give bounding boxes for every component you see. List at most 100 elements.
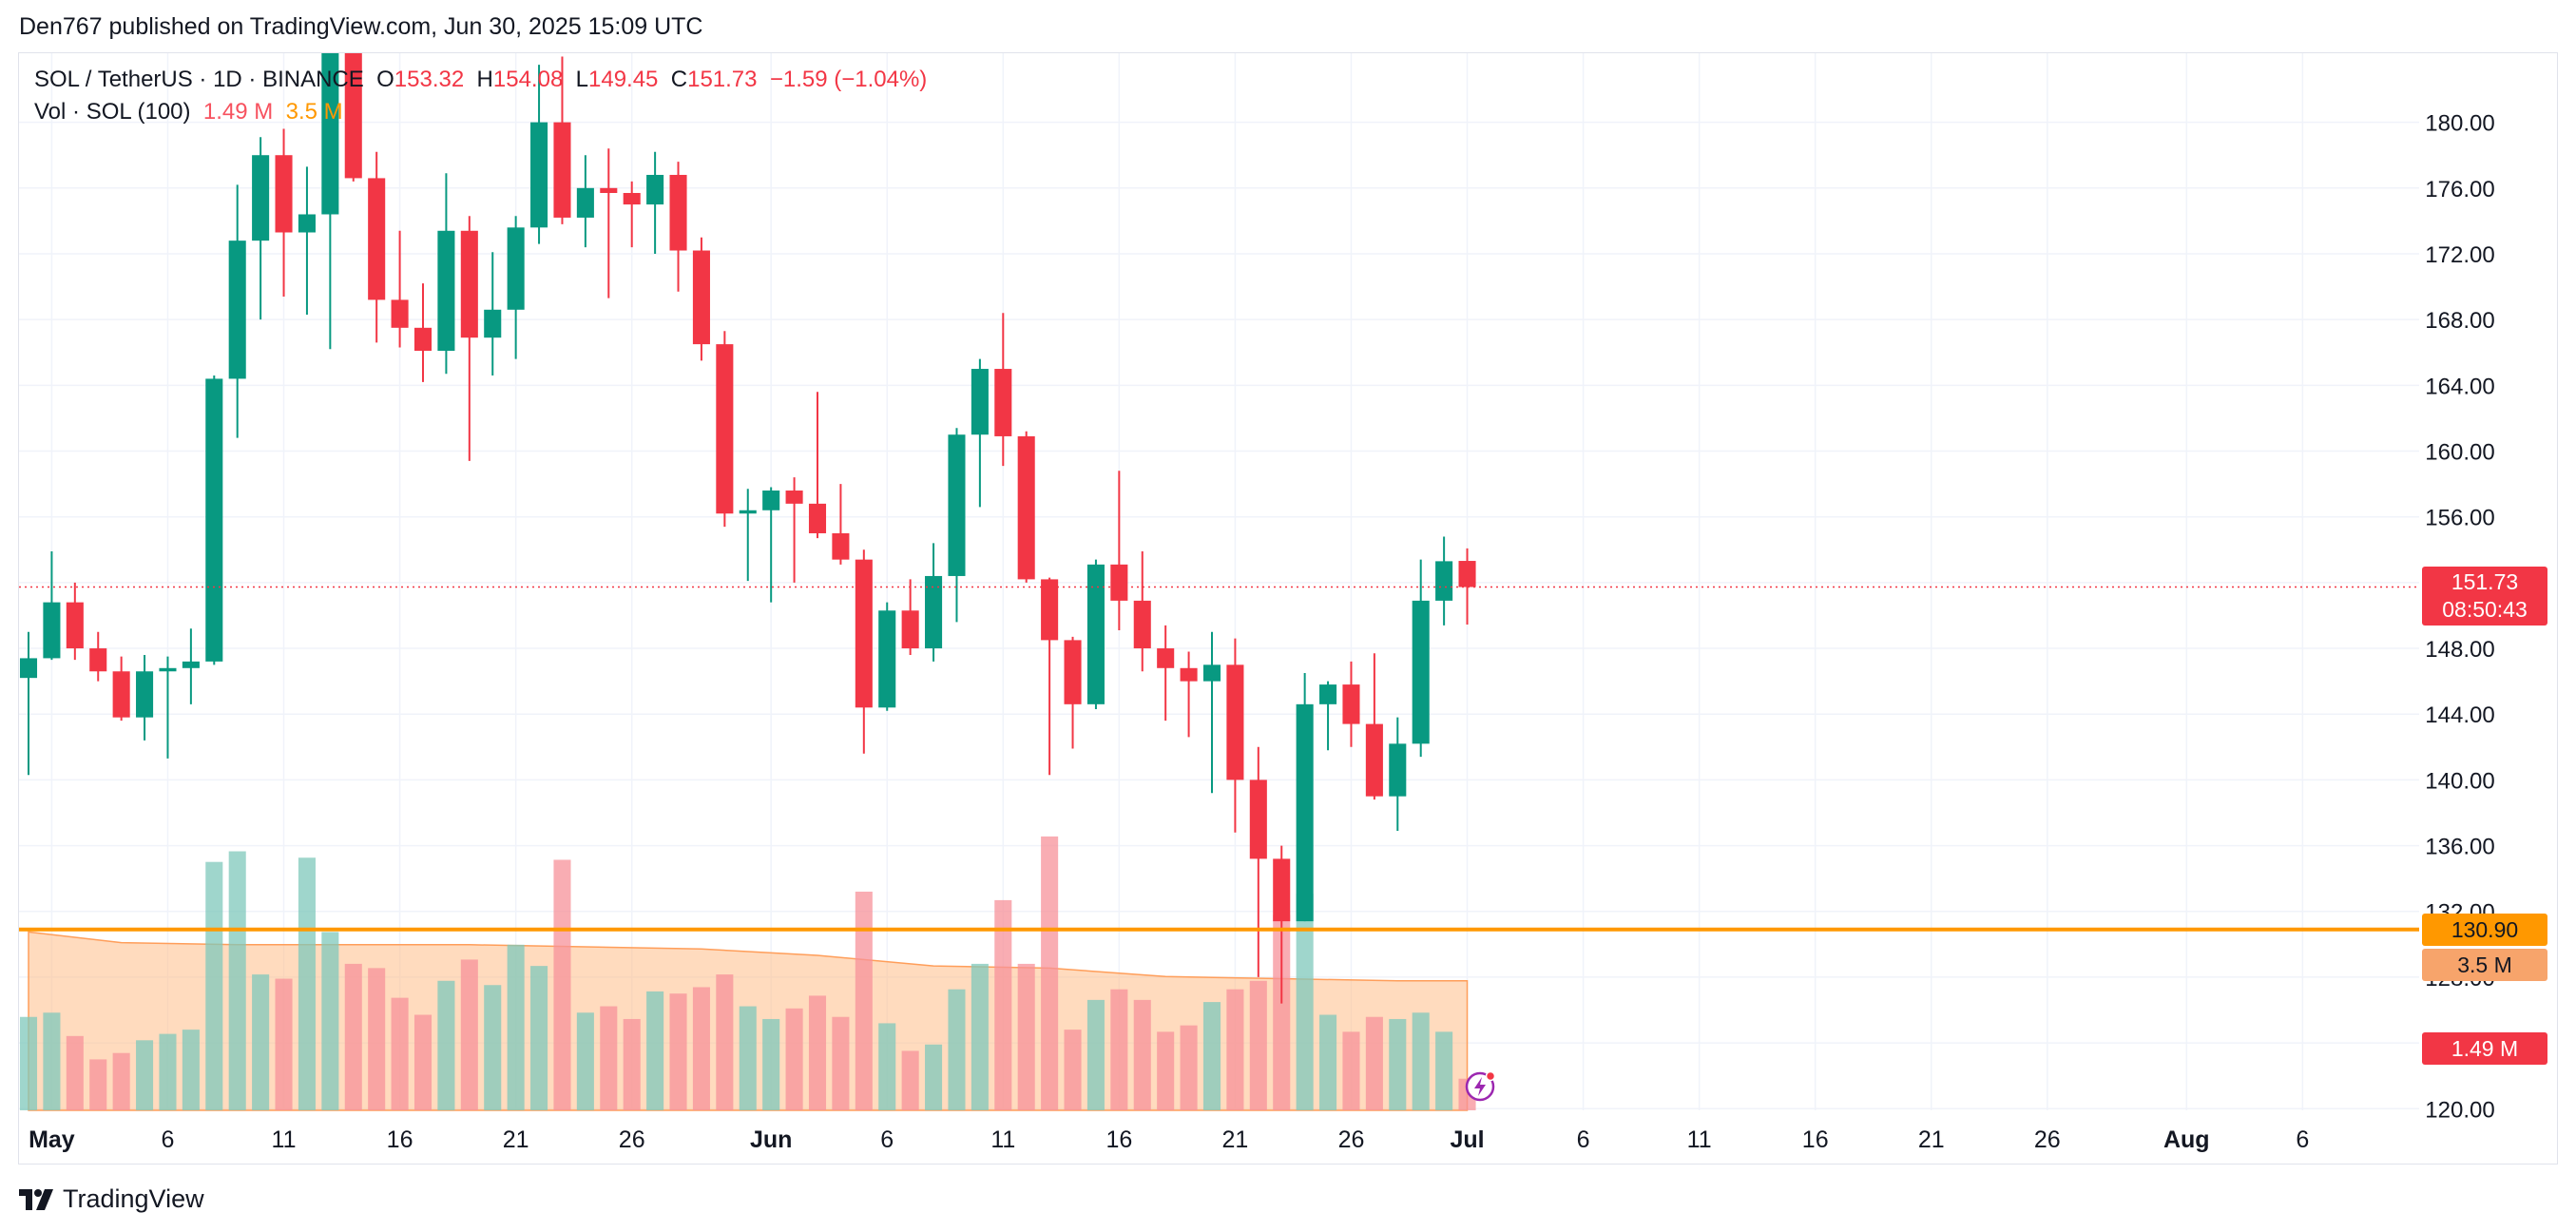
x-tick-label: 26 bbox=[2034, 1126, 2061, 1153]
candle-body bbox=[1458, 561, 1476, 587]
candle-body bbox=[182, 661, 200, 668]
candle-body bbox=[1202, 664, 1221, 682]
x-tick-label: Jul bbox=[1450, 1126, 1484, 1153]
legend-close-value: 151.73 bbox=[687, 67, 758, 92]
candle-body bbox=[19, 658, 38, 679]
footer-brand[interactable]: TradingView bbox=[63, 1184, 204, 1213]
volume-bar bbox=[623, 1018, 641, 1110]
volume-bar bbox=[762, 1018, 780, 1110]
volume-bar bbox=[901, 1050, 919, 1110]
x-tick-label: 16 bbox=[1802, 1126, 1829, 1153]
candle-body bbox=[669, 174, 687, 251]
volume-bar bbox=[553, 859, 571, 1110]
candle-body bbox=[576, 187, 594, 218]
volume-bar bbox=[437, 980, 455, 1110]
volume-bar bbox=[19, 1016, 38, 1110]
candle-body bbox=[1064, 640, 1082, 704]
volume-bar bbox=[1110, 989, 1128, 1110]
candle-body bbox=[205, 378, 223, 662]
candle-body bbox=[89, 648, 107, 672]
candle-body bbox=[1041, 579, 1059, 641]
candle-body bbox=[716, 344, 734, 514]
volume-bar bbox=[1157, 1031, 1175, 1110]
candle-body bbox=[739, 510, 757, 514]
candle-body bbox=[646, 174, 664, 205]
x-tick-label: 6 bbox=[1577, 1126, 1590, 1153]
candle-body bbox=[948, 434, 966, 576]
candle-body bbox=[275, 155, 293, 233]
candle-body bbox=[391, 299, 409, 328]
x-tick-label: Aug bbox=[2163, 1126, 2210, 1153]
candle-body bbox=[321, 53, 339, 215]
candle-body bbox=[1389, 743, 1407, 797]
legend-low-label: L bbox=[575, 67, 588, 92]
volume-bar bbox=[507, 944, 525, 1110]
candle-body bbox=[507, 227, 525, 310]
legend-symbol[interactable]: SOL / TetherUS · 1D · BINANCE bbox=[34, 67, 364, 92]
candle-body bbox=[901, 610, 919, 649]
x-tick-label: 16 bbox=[1105, 1126, 1132, 1153]
volume-bar bbox=[1342, 1031, 1360, 1110]
y-tick-label: 168.00 bbox=[2425, 308, 2494, 334]
volume-bar bbox=[252, 974, 270, 1110]
candle-body bbox=[994, 369, 1012, 436]
volume-bar bbox=[321, 932, 339, 1110]
last-price-value: 151.73 bbox=[2451, 569, 2519, 594]
candle-body bbox=[762, 491, 780, 510]
volume-bar bbox=[1086, 999, 1105, 1110]
volume-bar bbox=[832, 1016, 850, 1110]
legend-volume-label[interactable]: Vol · SOL (100) bbox=[34, 99, 191, 125]
candle-body bbox=[252, 155, 270, 241]
candle-body bbox=[1226, 664, 1244, 780]
y-tick-label: 120.00 bbox=[2425, 1097, 2494, 1123]
lightning-icon[interactable] bbox=[1464, 1068, 1498, 1103]
candle-body bbox=[832, 532, 850, 560]
volume-bar bbox=[1435, 1031, 1453, 1110]
volume-bar bbox=[692, 987, 710, 1110]
candle-body bbox=[43, 602, 61, 659]
volume-bar bbox=[344, 963, 362, 1110]
volume-bar bbox=[1319, 1014, 1337, 1110]
volume-bar bbox=[1226, 989, 1244, 1110]
candle-body bbox=[1180, 667, 1198, 682]
legend-volume-ma-value: 3.5 M bbox=[285, 99, 343, 125]
y-tick-label: 176.00 bbox=[2425, 177, 2494, 202]
volume-bar bbox=[646, 991, 664, 1110]
candle-body bbox=[298, 214, 316, 233]
volume-bar bbox=[1249, 980, 1267, 1110]
legend-change: −1.59 (−1.04%) bbox=[769, 67, 928, 92]
candle-body bbox=[878, 610, 896, 708]
candle-body bbox=[228, 241, 246, 379]
x-tick-label: 21 bbox=[1222, 1126, 1249, 1153]
bar-countdown: 08:50:43 bbox=[2442, 597, 2528, 622]
volume-bar bbox=[413, 1014, 433, 1110]
volume-bar bbox=[391, 997, 409, 1110]
x-tick-label: 11 bbox=[272, 1126, 297, 1153]
y-tick-label: 144.00 bbox=[2425, 703, 2494, 728]
x-tick-label: 21 bbox=[503, 1126, 529, 1153]
volume-bar bbox=[1365, 1016, 1383, 1110]
volume-bar bbox=[66, 1035, 84, 1110]
volume-bar bbox=[530, 966, 548, 1110]
tradingview-logo-icon[interactable] bbox=[19, 1188, 53, 1210]
x-tick-label: Jun bbox=[750, 1126, 792, 1153]
chart-frame bbox=[18, 52, 2558, 1165]
volume-bar bbox=[1412, 1012, 1430, 1110]
volume-bar bbox=[1017, 963, 1035, 1110]
candle-body bbox=[971, 369, 989, 435]
x-tick-label: 6 bbox=[162, 1126, 175, 1153]
x-tick-label: 26 bbox=[1338, 1126, 1365, 1153]
candle-body bbox=[437, 230, 455, 352]
candle-body bbox=[855, 559, 873, 708]
volume-legend: Vol · SOL (100) 1.49 M 3.5 M bbox=[34, 99, 343, 125]
y-tick-label: 180.00 bbox=[2425, 111, 2494, 137]
volume-bar bbox=[925, 1044, 943, 1110]
volume-bar bbox=[484, 985, 502, 1110]
volume-bar bbox=[808, 995, 827, 1110]
volume-bar bbox=[159, 1033, 177, 1110]
volume-bar bbox=[878, 1023, 896, 1110]
y-tick-label: 140.00 bbox=[2425, 768, 2494, 794]
y-tick-label: 164.00 bbox=[2425, 374, 2494, 399]
candle-body bbox=[1273, 858, 1291, 922]
